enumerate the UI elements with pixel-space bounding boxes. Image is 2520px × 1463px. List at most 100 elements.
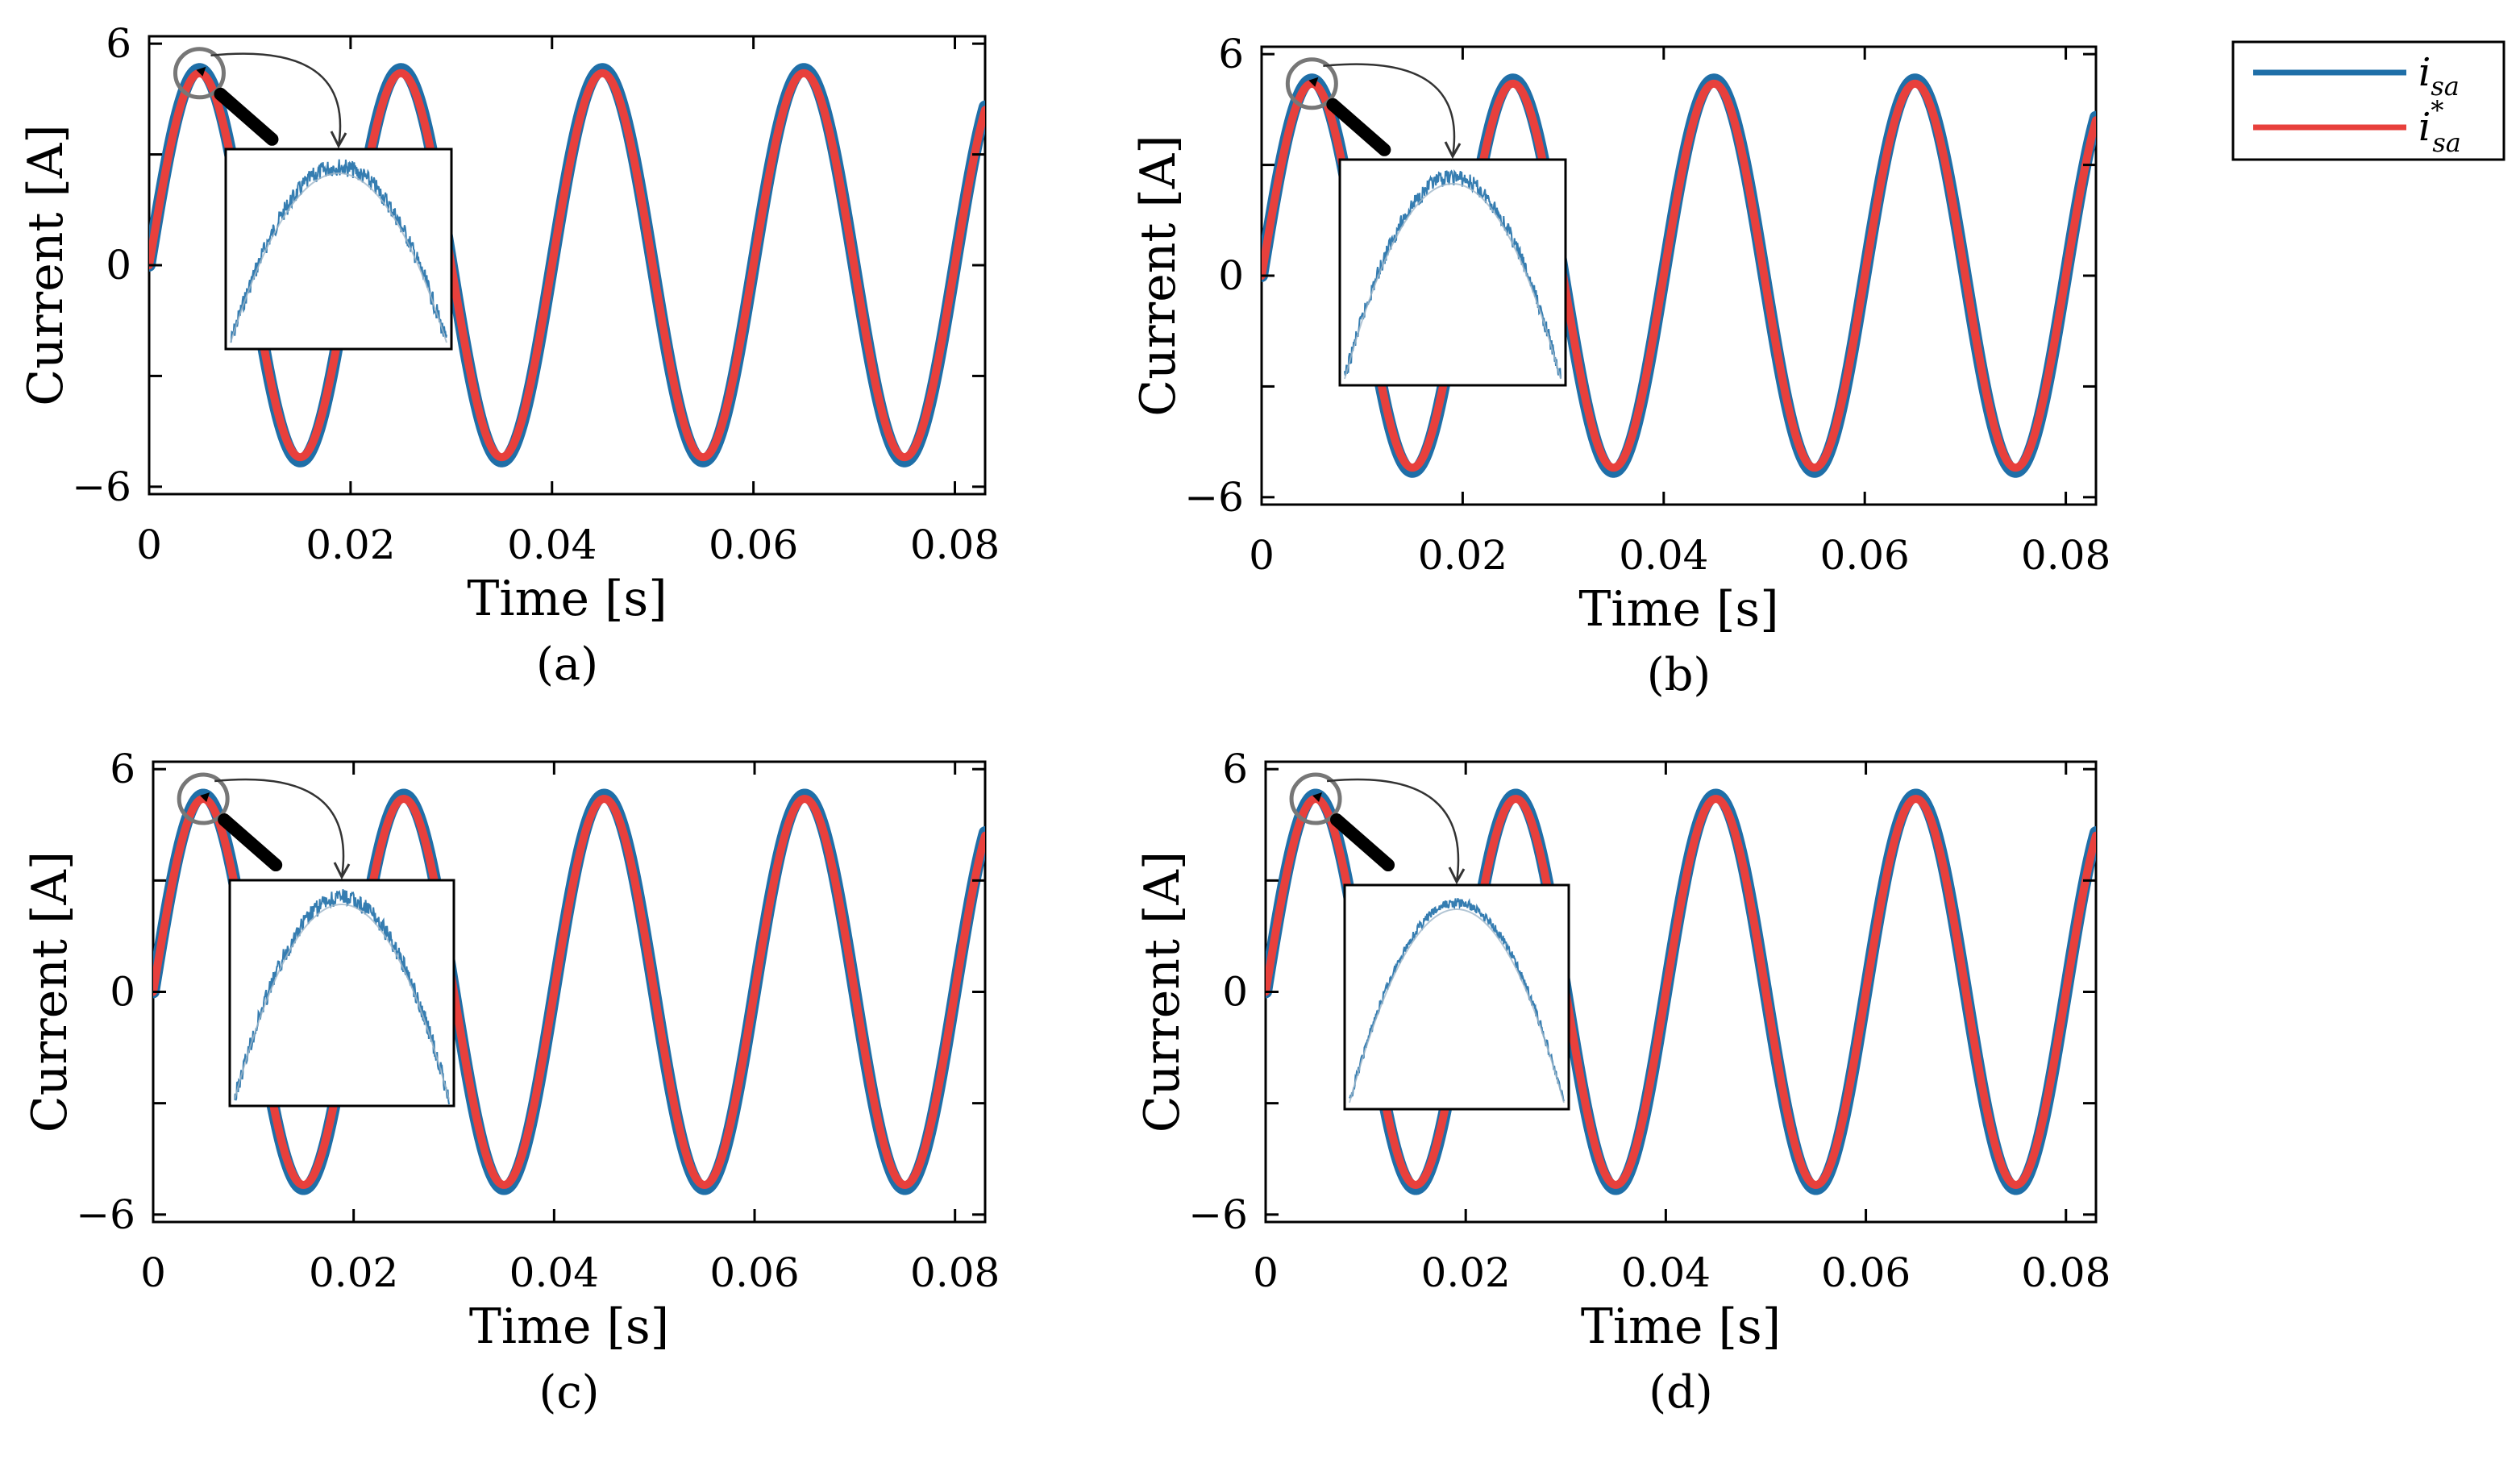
magnifier-handle [1330, 813, 1395, 872]
x-tick-label: 0.02 [1418, 532, 1507, 579]
magnifier-handle [218, 813, 283, 872]
x-tick-label: 0.04 [1621, 1249, 1711, 1296]
x-tick-label: 0 [140, 1249, 166, 1296]
zoom-arrowhead [1448, 867, 1466, 885]
inset-measured-trace [234, 889, 450, 1105]
x-tick-label: 0 [1249, 532, 1275, 579]
y-tick-label: 0 [1218, 252, 1244, 299]
y-tick-label: 6 [110, 746, 135, 792]
x-tick-label: 0.02 [1421, 1249, 1511, 1296]
panel-label: (c) [539, 1366, 599, 1419]
x-tick-label: 0.08 [910, 522, 1000, 568]
series-line-reference [1266, 795, 2096, 1189]
legend-entry-reference: i* sa [2253, 95, 2461, 158]
y-tick-label: −6 [76, 1191, 135, 1238]
x-axis-title: Time [s] [467, 571, 667, 627]
inset-reference-trace [1349, 908, 1565, 1103]
zoom-pointer [196, 66, 206, 77]
inset-reference-trace [234, 903, 450, 1100]
zoom-connector-arrow [210, 52, 342, 147]
inset-reference-trace [1344, 182, 1561, 380]
inset-reference-trace [230, 172, 447, 343]
legend-entry-measured: isa [2253, 50, 2460, 102]
inset [1343, 883, 1570, 1111]
y-tick-label: 0 [106, 242, 131, 289]
zoom-arrowhead [1444, 141, 1462, 160]
inset-measured-trace [1349, 898, 1565, 1102]
legend-label-reference: i* sa [2418, 95, 2461, 158]
inset-frame [228, 879, 455, 1108]
inset-frame [224, 148, 453, 351]
series-line-reference [149, 69, 985, 462]
x-tick-label: 0.06 [709, 522, 798, 568]
zoom-pointer [200, 792, 210, 803]
x-tick-label: 0.08 [910, 1249, 1000, 1296]
y-tick-label: −6 [1188, 1191, 1248, 1238]
panel-label: (d) [1649, 1366, 1713, 1419]
zoom-arrowhead [333, 862, 351, 880]
x-tick-label: 0.04 [509, 1249, 599, 1296]
y-tick-label: −6 [72, 463, 131, 510]
y-tick-label: −6 [1184, 474, 1244, 521]
inset-frame [1338, 158, 1567, 387]
y-tick-label: 0 [110, 969, 135, 1016]
legend-subscript-reference: sa [2432, 127, 2461, 158]
y-tick-label: 0 [1222, 969, 1248, 1016]
x-axis-title: Time [s] [1578, 581, 1778, 638]
y-tick-label: 6 [1218, 31, 1244, 77]
zoom-connector-arrow [1323, 63, 1456, 157]
x-tick-label: 0.04 [1619, 532, 1708, 579]
y-axis-title: Current [A] [1134, 851, 1191, 1133]
x-tick-label: 0 [1253, 1249, 1279, 1296]
y-tick-label: 6 [106, 20, 131, 67]
zoom-arrowhead [330, 131, 347, 149]
series-line-reference [153, 795, 985, 1189]
x-tick-label: 0.02 [306, 522, 395, 568]
inset [228, 879, 455, 1108]
y-axis-title: Current [A] [18, 124, 74, 405]
x-tick-label: 0.08 [2021, 1249, 2110, 1296]
x-axis-title: Time [s] [469, 1299, 669, 1355]
x-tick-label: 0.04 [507, 522, 597, 568]
legend-superscript-reference: * [2431, 95, 2443, 126]
panel-label: (b) [1647, 649, 1711, 701]
magnifier-handle [214, 87, 279, 146]
legend-symbol-reference: i [2418, 105, 2431, 150]
x-tick-label: 0.06 [1821, 1249, 1911, 1296]
x-tick-label: 0.08 [2021, 532, 2110, 579]
legend-symbol-measured: i [2418, 50, 2431, 95]
curves [1262, 73, 2096, 478]
zoom-connector-arrow [214, 778, 345, 878]
magnifier-handle [1326, 98, 1391, 156]
curves [1266, 788, 2096, 1195]
panel-label: (a) [536, 638, 598, 691]
x-tick-label: 0 [136, 522, 162, 568]
inset [224, 148, 453, 351]
y-tick-label: 6 [1222, 746, 1248, 792]
x-axis-title: Time [s] [1581, 1299, 1781, 1355]
zoom-circle [177, 772, 230, 825]
y-axis-title: Current [A] [22, 851, 78, 1133]
x-tick-label: 0.06 [1820, 532, 1910, 579]
inset [1338, 158, 1567, 387]
series-line-reference [1262, 79, 2096, 472]
inset-measured-trace [230, 159, 447, 343]
curves [153, 788, 985, 1195]
curves [149, 63, 985, 468]
legend-subscript-measured: sa [2431, 71, 2460, 102]
zoom-circle [173, 47, 226, 100]
zoom-pointer [1308, 77, 1319, 87]
y-axis-title: Current [A] [1130, 135, 1187, 416]
x-tick-label: 0.02 [309, 1249, 398, 1296]
zoom-connector-arrow [1326, 778, 1460, 883]
legend: isa i* sa [2231, 40, 2505, 161]
legend-box [2231, 40, 2505, 161]
zoom-circle [1285, 57, 1338, 110]
legend-label-measured: isa [2418, 50, 2460, 102]
x-tick-label: 0.06 [709, 1249, 799, 1296]
